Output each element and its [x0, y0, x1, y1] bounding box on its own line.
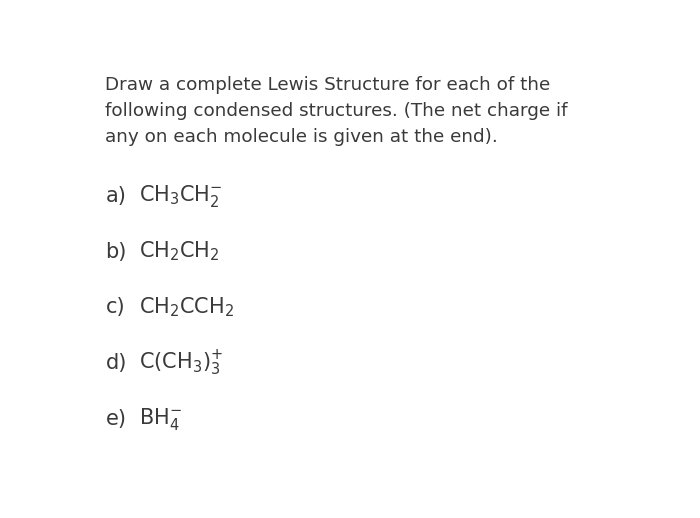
Text: Draw a complete Lewis Structure for each of the
following condensed structures. : Draw a complete Lewis Structure for each…	[106, 76, 568, 146]
Text: $\mathrm{C(CH_3)_3^{+}}$: $\mathrm{C(CH_3)_3^{+}}$	[139, 349, 223, 378]
Text: $\mathrm{CH_2CH_2}$: $\mathrm{CH_2CH_2}$	[139, 240, 220, 264]
Text: a): a)	[106, 186, 126, 206]
Text: $\mathrm{BH_4^{-}}$: $\mathrm{BH_4^{-}}$	[139, 406, 182, 432]
Text: b): b)	[106, 241, 127, 262]
Text: $\mathrm{CH_2CCH_2}$: $\mathrm{CH_2CCH_2}$	[139, 296, 234, 319]
Text: d): d)	[106, 353, 127, 373]
Text: e): e)	[106, 409, 127, 429]
Text: c): c)	[106, 297, 125, 318]
Text: $\mathrm{CH_3CH_2^{-}}$: $\mathrm{CH_3CH_2^{-}}$	[139, 183, 223, 209]
